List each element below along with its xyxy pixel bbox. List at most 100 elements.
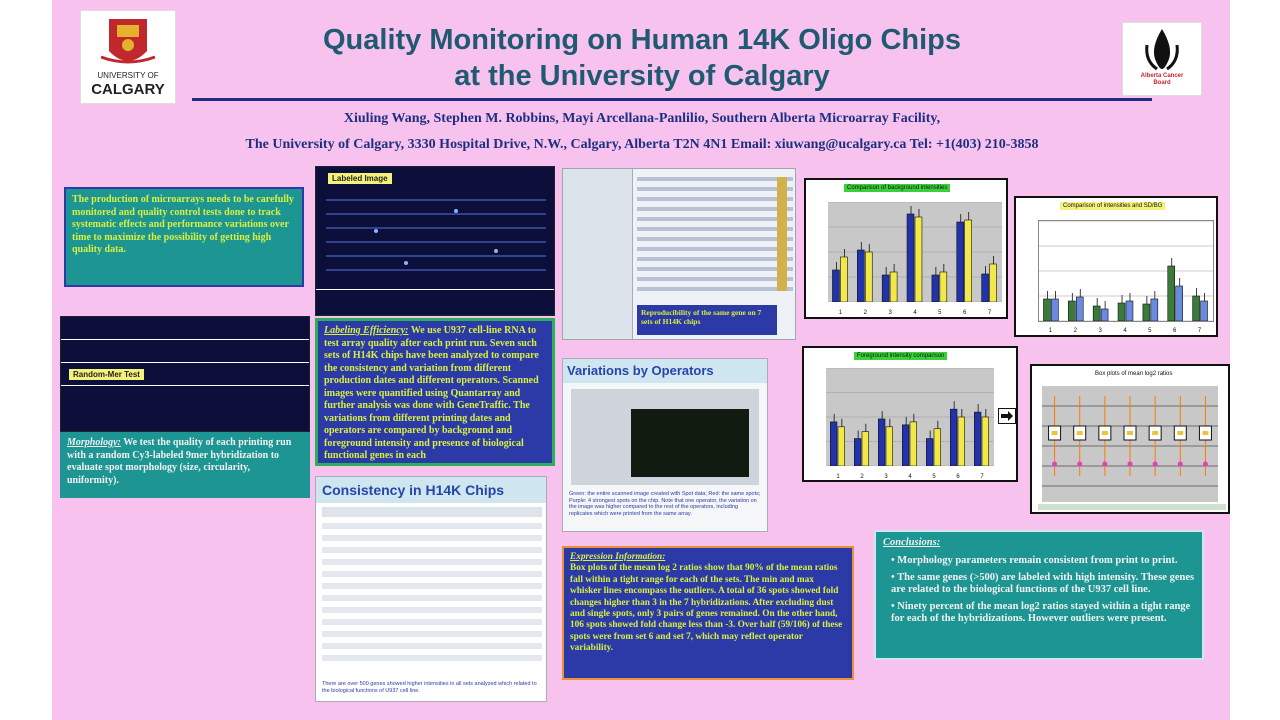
bar [861, 431, 869, 467]
poster-title: Quality Monitoring on Human 14K Oligo Ch… [212, 22, 1072, 94]
screenshot-sidebar [563, 169, 633, 339]
median-marker [1076, 431, 1083, 435]
x-tick-label: 2 [1074, 328, 1078, 334]
bar [906, 213, 915, 303]
random-mer-label: Random-Mer Test [69, 369, 144, 380]
chart-3-title: Foreground intensity comparison [854, 352, 948, 360]
outlier-point [1127, 461, 1133, 467]
x-tick-label: 1 [1049, 328, 1053, 334]
outlier-point [1102, 461, 1108, 467]
intensity-sd-chart: Comparison of intensities and SD/BG 1 2 3 4… [1014, 196, 1218, 337]
conclusions-list: • Morphology parameters remain consisten… [883, 555, 1195, 625]
outlier-point [1052, 461, 1058, 467]
median-marker [1152, 431, 1159, 435]
image-separator [316, 289, 554, 290]
labeling-efficiency-box: Labeling Efficiency: We use U937 cell-li… [315, 318, 555, 466]
consistency-caption: There are over 500 genes showed higher i… [322, 681, 537, 694]
chart-1-ticks: 1 2 3 4 5 6 7 [839, 310, 992, 316]
chart-1-title: Comparison of background intensities [844, 184, 951, 192]
bar [931, 274, 940, 303]
outlier-point [1177, 461, 1183, 467]
conclusion-item: • The same genes (>500) are labeled with… [891, 572, 1195, 595]
x-tick-label: 3 [1098, 328, 1102, 334]
x-tick-label: 5 [1148, 328, 1152, 334]
bar [1125, 300, 1134, 322]
x-tick-label: 4 [1123, 328, 1127, 334]
title-line-1: Quality Monitoring on Human 14K Oligo Ch… [323, 24, 961, 56]
x-tick-label: 6 [956, 474, 960, 480]
box-plot-title: Box plots of mean log2 ratios [1095, 371, 1173, 377]
outlier-point [1202, 461, 1208, 467]
ab-logo-line-2: Board [1153, 80, 1171, 86]
bar [837, 426, 845, 467]
ab-logo-line-1: Alberta Cancer [1140, 73, 1184, 79]
x-tick-label: 1 [836, 474, 840, 480]
uc-logo-text-bottom: CALGARY [91, 81, 165, 98]
bar [885, 426, 893, 467]
x-tick-label: 5 [938, 310, 942, 316]
bar [1175, 285, 1183, 322]
bar [832, 269, 840, 303]
bar [1117, 302, 1126, 322]
median-marker [1051, 431, 1058, 435]
bar [864, 251, 873, 303]
bar [889, 271, 898, 303]
chart-3-svg [826, 367, 994, 467]
authors-block: Xiuling Wang, Stephen M. Robbins, Mayi A… [112, 106, 1172, 158]
bar [989, 263, 997, 303]
bar [1167, 265, 1176, 322]
bar [933, 428, 941, 467]
chart-1-svg [828, 201, 1002, 303]
bar [830, 421, 838, 467]
variations-panel: Variations by Operators Green: the entir… [562, 358, 768, 532]
intro-box: The production of microarrays needs to b… [64, 187, 304, 287]
labeled-image-label: Labeled Image [328, 173, 392, 184]
x-tick-label: 2 [860, 474, 864, 480]
bar [881, 274, 890, 303]
image-separator-1 [61, 339, 309, 340]
bar [1043, 298, 1051, 322]
x-tick-label: 4 [908, 474, 912, 480]
outlier-point [1152, 461, 1158, 467]
x-tick-label: 7 [988, 310, 992, 316]
variations-scan-image [631, 409, 749, 477]
arrow-box [998, 408, 1016, 424]
x-tick-label: 4 [913, 310, 917, 316]
consistency-panel: Consistency in H14K Chips There are over… [315, 476, 547, 702]
bar [854, 438, 862, 467]
x-tick-label: 1 [839, 310, 843, 316]
bar [974, 411, 982, 467]
authors-line: Xiuling Wang, Stephen M. Robbins, Mayi A… [343, 111, 941, 126]
bar [857, 249, 865, 303]
x-tick-label: 6 [1173, 328, 1177, 334]
x-tick-label: 7 [980, 474, 984, 480]
median-marker [1177, 431, 1184, 435]
chart-2-title: Comparison of intensities and SD/BG [1060, 202, 1166, 210]
poster: UNIVERSITY OF CALGARY Quality Monitoring… [52, 0, 1230, 720]
x-tick-label: 6 [963, 310, 967, 316]
flame-icon [1145, 29, 1179, 71]
chart-3-plot [826, 367, 994, 467]
x-tick-label: 7 [1198, 328, 1202, 334]
random-mer-microarray-image: Random-Mer Test [60, 316, 310, 432]
ab-logo-text: Alberta Cancer Board [1123, 73, 1201, 87]
x-tick-label: 5 [932, 474, 936, 480]
bar [878, 418, 886, 467]
bar [957, 416, 965, 467]
title-line-2: at the University of Calgary [454, 60, 830, 92]
bar [981, 273, 989, 303]
chart-3-ticks: 1 2 3 4 5 6 7 [836, 474, 984, 480]
median-marker [1202, 431, 1209, 435]
outlier-point [1077, 461, 1083, 467]
bar [1150, 298, 1159, 322]
bar [956, 221, 965, 303]
x-tick-label: 3 [884, 474, 888, 480]
image-separator-3 [61, 385, 309, 386]
bar [1200, 300, 1208, 322]
address-line: The University of Calgary, 3330 Hospital… [245, 137, 1039, 152]
expression-box: Expression Information: Box plots of the… [562, 546, 854, 680]
bar [950, 408, 958, 467]
conclusion-item: • Ninety percent of the mean log2 ratios… [891, 601, 1191, 624]
bar [939, 271, 948, 303]
right-arrow-icon [1001, 411, 1013, 421]
